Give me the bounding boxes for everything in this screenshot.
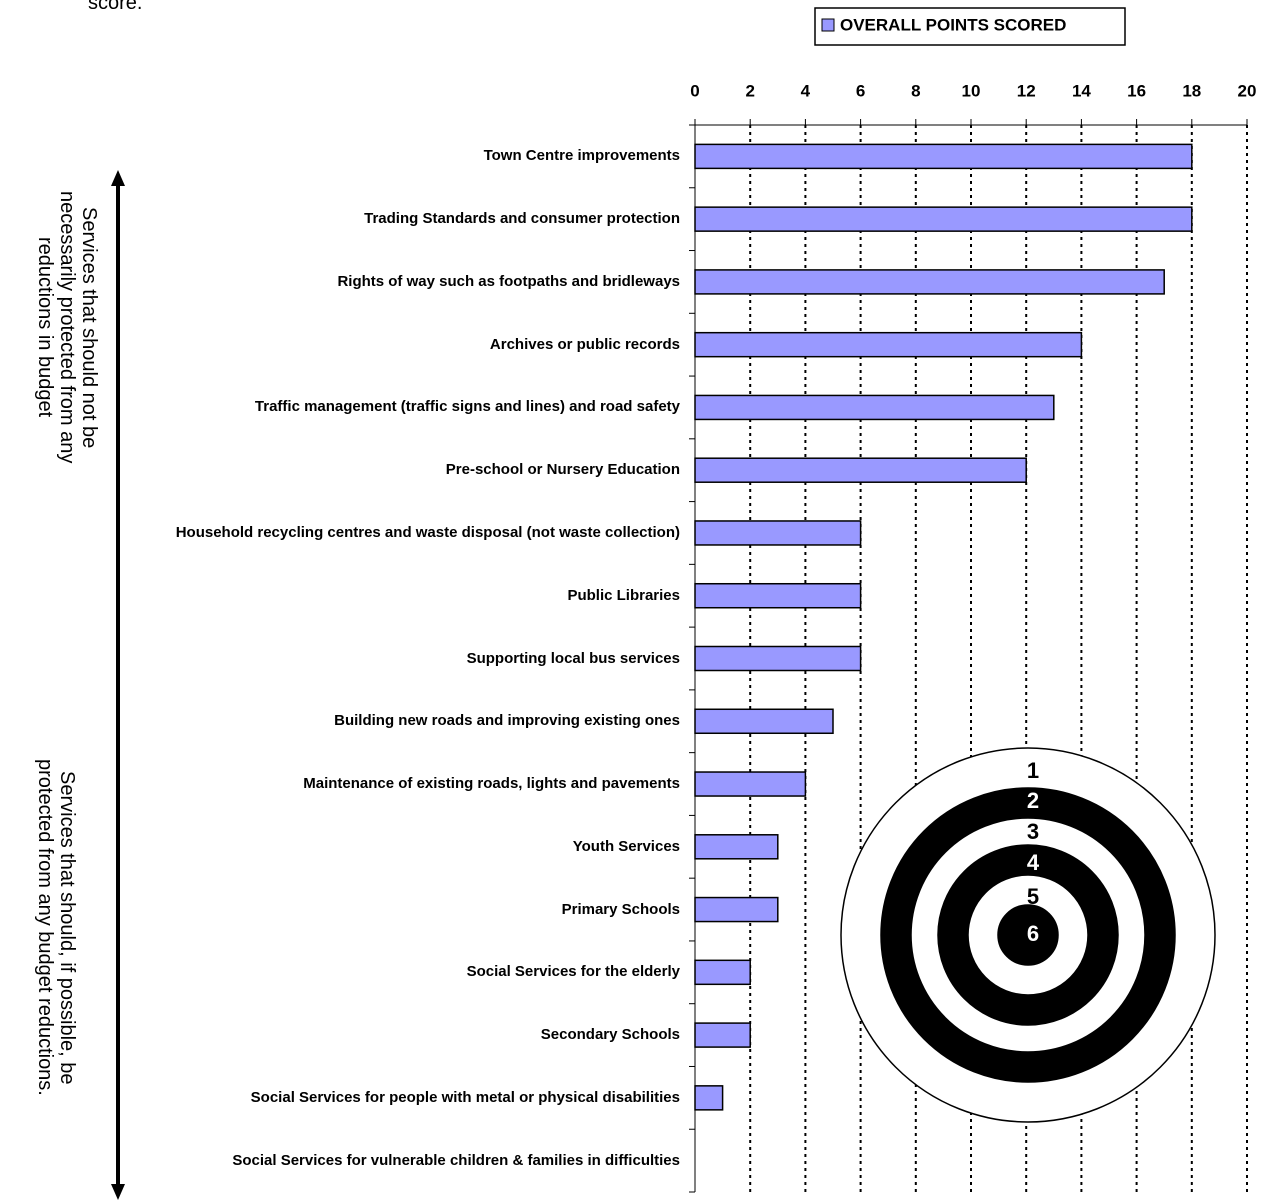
bar bbox=[694, 331, 1083, 358]
y-tick-label: Maintenance of existing roads, lights an… bbox=[303, 775, 680, 793]
target-label: 5 bbox=[1027, 884, 1039, 909]
y-tick-label: Traffic management (traffic signs and li… bbox=[254, 398, 680, 416]
x-tick-label: 16 bbox=[1127, 81, 1146, 100]
y-tick-label: Household recycling centres and waste di… bbox=[175, 523, 680, 541]
annotation: Services that should not be necessarily … bbox=[34, 191, 100, 464]
bar bbox=[694, 394, 1055, 421]
y-tick-label: Building new roads and improving existin… bbox=[334, 712, 680, 730]
x-tick-label: 18 bbox=[1182, 81, 1201, 100]
bar bbox=[694, 896, 779, 923]
bar bbox=[694, 708, 834, 735]
bar bbox=[694, 645, 862, 672]
y-tick-label: Archives or public records bbox=[489, 335, 680, 353]
y-tick-label: Rights of way such as footpaths and brid… bbox=[337, 272, 680, 290]
legend-box bbox=[814, 7, 1126, 46]
bar bbox=[694, 143, 1193, 170]
arrow-head bbox=[111, 1184, 125, 1200]
y-tick-label: Social Services for the elderly bbox=[466, 963, 680, 981]
x-tick-label: 14 bbox=[1072, 81, 1091, 100]
target-ring bbox=[997, 904, 1059, 966]
y-tick-label: Social Services for people with metal or… bbox=[250, 1088, 680, 1106]
y-tick-label: Supporting local bus services bbox=[466, 649, 680, 667]
y-tick-label: Secondary Schools bbox=[540, 1026, 680, 1044]
x-tick-label: 12 bbox=[1017, 81, 1036, 100]
y-tick-label: Primary Schools bbox=[561, 900, 680, 918]
y-tick-label: Social Services for vulnerable children … bbox=[232, 1151, 680, 1169]
bar bbox=[694, 1022, 751, 1048]
x-tick-label: 8 bbox=[911, 81, 920, 100]
bar bbox=[694, 520, 862, 546]
target-label: 6 bbox=[1027, 921, 1039, 946]
x-tick-label: 2 bbox=[745, 81, 754, 100]
bar bbox=[694, 269, 1165, 295]
y-tick-label: Trading Standards and consumer protectio… bbox=[364, 210, 680, 228]
arrow-head bbox=[111, 170, 125, 186]
target-label: 2 bbox=[1027, 788, 1039, 813]
x-tick-label: 10 bbox=[962, 81, 981, 100]
bar bbox=[694, 834, 779, 860]
x-tick-label: 20 bbox=[1238, 81, 1257, 100]
x-tick-label: 6 bbox=[856, 81, 865, 100]
bar bbox=[694, 457, 1027, 483]
x-tick-label: 4 bbox=[801, 81, 811, 100]
y-tick-label: Town Centre improvements bbox=[483, 147, 680, 165]
target-label: 4 bbox=[1027, 850, 1040, 875]
target-label: 1 bbox=[1027, 758, 1039, 783]
annotation: Services that should, if possible, be pr… bbox=[34, 759, 78, 1096]
y-tick-label: Pre-school or Nursery Education bbox=[445, 461, 680, 479]
x-tick-label: 0 bbox=[690, 81, 699, 100]
bar bbox=[694, 206, 1193, 232]
legend-swatch bbox=[821, 18, 835, 32]
legend-label: OVERALL POINTS SCORED bbox=[840, 15, 1066, 34]
y-tick-label: Youth Services bbox=[572, 837, 680, 855]
target-label: 3 bbox=[1027, 819, 1039, 844]
y-tick-label: Public Libraries bbox=[567, 586, 680, 604]
bar bbox=[694, 771, 807, 797]
bar bbox=[694, 959, 751, 986]
bar bbox=[694, 582, 862, 609]
bar bbox=[694, 1085, 724, 1111]
note: score. bbox=[88, 0, 143, 14]
